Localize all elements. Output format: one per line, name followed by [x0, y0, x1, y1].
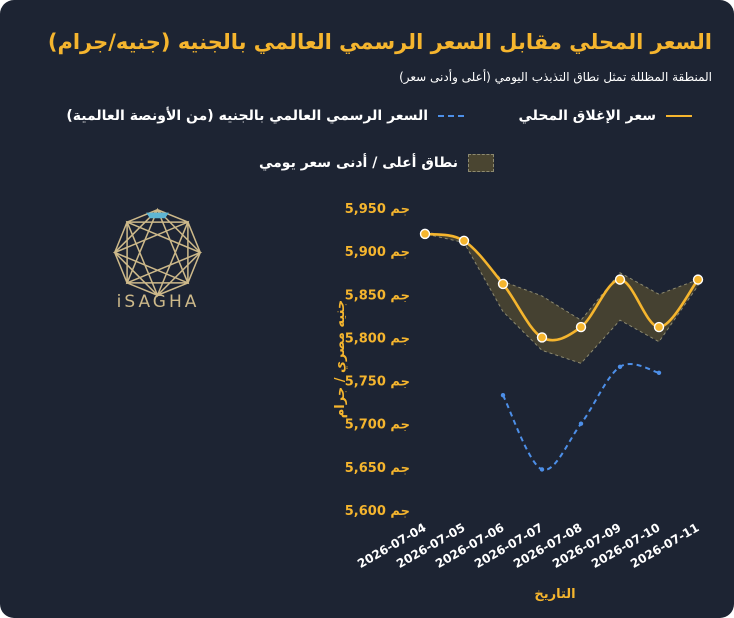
y-tick-label: 5,750 جم [345, 375, 410, 390]
y-tick-label: 5,700 جم [345, 418, 410, 433]
legend-label-official-price: السعر الرسمي العالمي بالجنيه (من الأونصة… [66, 108, 428, 124]
data-point [692, 274, 704, 285]
data-point [497, 278, 509, 290]
x-axis-title: التاريخ [534, 587, 575, 602]
series-line-1 [502, 362, 660, 471]
y-tick-label: 5,650 جم [345, 461, 410, 476]
y-tick-label: 5,950 جم [345, 202, 410, 217]
legend-item-official-price: السعر الرسمي العالمي بالجنيه (من الأونصة… [66, 108, 464, 124]
data-point [539, 467, 545, 472]
y-tick-label: 5,850 جم [345, 288, 410, 303]
logo-text: iSAGHA [116, 292, 200, 312]
data-point [419, 228, 431, 240]
legend-item-daily-range: نطاق أعلى / أدنى سعر يومي [259, 154, 494, 172]
chart-subtitle: المنطقة المظللة تمثل نطاق التذبذب اليومي… [399, 70, 712, 84]
legend-label-local-close: سعر الإغلاق المحلي [518, 108, 656, 124]
data-point [656, 370, 662, 376]
legend-item-local-close: سعر الإغلاق المحلي [519, 108, 692, 124]
legend-solid-line-swatch [666, 115, 692, 117]
y-axis-title: جنيه مصري / جرام [333, 300, 348, 419]
legend-label-daily-range: نطاق أعلى / أدنى سعر يومي [258, 155, 458, 171]
isagha-logo-icon [112, 207, 203, 298]
data-point [578, 421, 584, 426]
legend-dashed-line-swatch [438, 115, 464, 117]
y-tick-label: 5,800 جم [345, 331, 410, 346]
daily-range-band [424, 231, 699, 364]
data-point [536, 332, 548, 343]
y-tick-label: 5,600 جم [345, 504, 410, 519]
data-point [653, 321, 665, 333]
chart-title: السعر المحلي مقابل السعر الرسمي العالمي … [47, 30, 712, 54]
data-point [617, 364, 623, 369]
data-point [500, 393, 506, 398]
data-point [575, 321, 587, 333]
legend-band-swatch [468, 154, 494, 172]
data-point [458, 235, 470, 246]
y-tick-label: 5,900 جم [345, 245, 410, 260]
data-point [614, 274, 626, 285]
